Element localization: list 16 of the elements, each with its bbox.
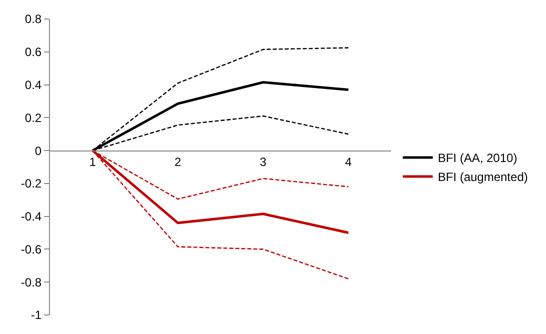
x-tick-label: 4 [345, 154, 352, 169]
y-tick-label: 0.4 [24, 78, 42, 92]
y-tick-label: 0 [34, 144, 42, 158]
y-tick-label: -0.8 [20, 275, 42, 290]
y-tick-label: 0.2 [24, 110, 42, 125]
y-tick-label: -0.4 [20, 210, 42, 224]
y-tick-label: 0.6 [24, 45, 42, 60]
y-tick-label: -0.6 [20, 242, 42, 256]
x-tick-label: 1 [89, 154, 96, 169]
x-tick-label: 3 [260, 154, 267, 169]
x-tick-label: 2 [174, 154, 182, 169]
y-tick-label: -1 [30, 308, 42, 322]
legend-label: BFI (AA, 2010) [438, 151, 518, 166]
legend-label: BFI (augmented) [438, 170, 528, 184]
y-tick-label: -0.2 [20, 176, 42, 191]
y-tick-label: 0.8 [24, 12, 42, 26]
